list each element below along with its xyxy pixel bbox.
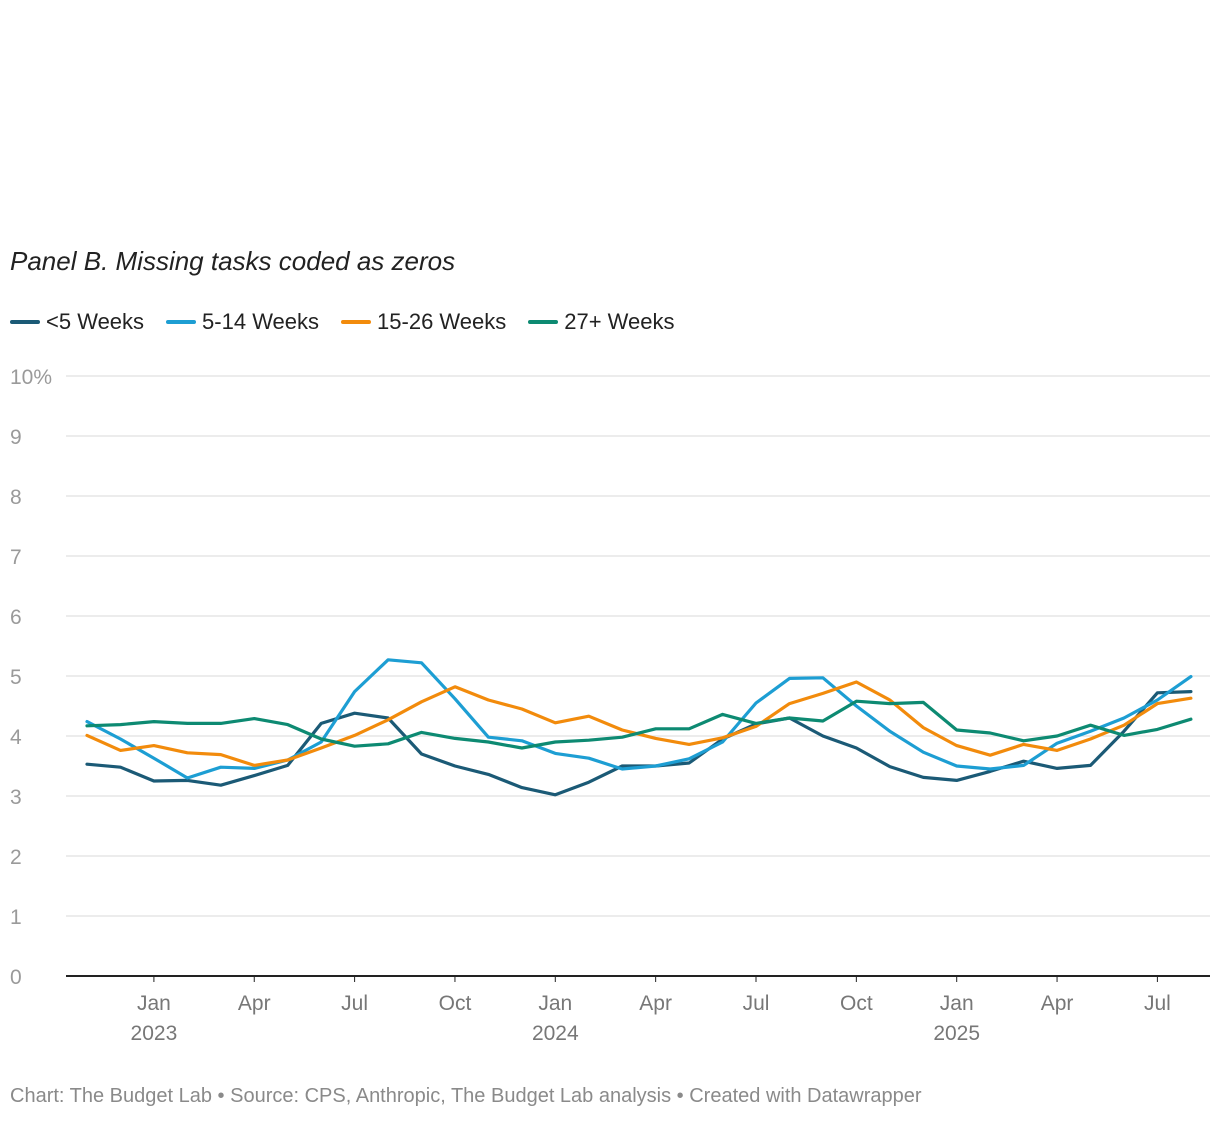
x-tick-label-7: Oct — [840, 992, 873, 1015]
x-tick-label-2: Jul — [341, 992, 368, 1015]
legend-swatch-0 — [10, 320, 40, 324]
legend-item-3: 27+ Weeks — [528, 309, 675, 335]
legend-label-0: <5 Weeks — [46, 309, 145, 334]
y-tick-label-7: 7 — [10, 546, 22, 569]
legend-item-2: 15-26 Weeks — [341, 309, 506, 335]
y-tick-label-3: 3 — [10, 786, 22, 809]
y-tick-label-1: 1 — [10, 906, 22, 929]
x-tick-label-5: Apr — [639, 992, 672, 1015]
y-tick-label-2: 2 — [10, 846, 22, 869]
legend-label-2: 15-26 Weeks — [377, 309, 507, 334]
y-tick-label-8: 8 — [10, 486, 22, 509]
legend-swatch-1 — [166, 320, 197, 324]
chart-footer: Chart: The Budget Lab • Source: CPS, Ant… — [10, 1085, 922, 1107]
legend-item-1: 5-14 Weeks — [166, 309, 319, 335]
legend-label-1: 5-14 Weeks — [202, 309, 320, 334]
chart-legend: <5 Weeks 5-14 Weeks 15-26 Weeks 27+ Weeks — [10, 306, 697, 338]
x-tick-label-0: Jan — [137, 992, 171, 1015]
legend-swatch-2 — [341, 320, 372, 324]
y-tick-label-4: 4 — [10, 726, 22, 749]
x-tick-label-10: Jul — [1144, 992, 1171, 1015]
x-tick-year-0: 2023 — [131, 1022, 178, 1045]
chart-title: Panel B. Missing tasks coded as zeros — [10, 246, 456, 276]
legend-swatch-3 — [528, 320, 559, 324]
y-tick-label-10: 10% — [10, 366, 52, 389]
x-tick-year-8: 2025 — [933, 1022, 980, 1045]
x-tick-label-3: Oct — [439, 992, 472, 1015]
legend-label-3: 27+ Weeks — [564, 309, 675, 334]
x-tick-label-8: Jan — [940, 992, 974, 1015]
x-tick-year-4: 2024 — [532, 1022, 579, 1045]
x-tick-label-4: Jan — [538, 992, 572, 1015]
y-tick-label-0: 0 — [10, 966, 22, 989]
y-tick-label-6: 6 — [10, 606, 22, 629]
legend-item-0: <5 Weeks — [10, 309, 144, 335]
series-line-2 — [85, 680, 1193, 767]
x-tick-label-9: Apr — [1041, 992, 1074, 1015]
series-line-3 — [85, 699, 1193, 750]
x-tick-label-1: Apr — [238, 992, 271, 1015]
y-tick-label-5: 5 — [10, 666, 22, 689]
x-tick-label-6: Jul — [743, 992, 770, 1015]
y-tick-label-9: 9 — [10, 426, 22, 449]
line-chart: 0 1 2 3 4 5 6 7 8 9 10% Jan 2023 Apr Jul Oct Jan 2024 Apr J… — [10, 366, 1210, 1045]
